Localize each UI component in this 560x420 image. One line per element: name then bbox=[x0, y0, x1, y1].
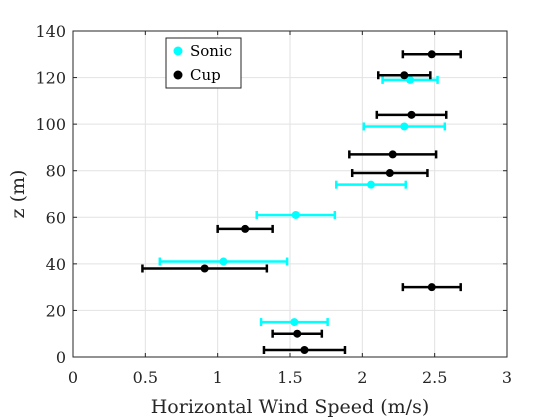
data-point bbox=[406, 75, 415, 84]
legend-label-sonic: Sonic bbox=[190, 42, 232, 60]
x-axis-label: Horizontal Wind Speed (m/s) bbox=[151, 396, 430, 418]
y-tick-label: 20 bbox=[46, 301, 66, 320]
data-point bbox=[400, 71, 409, 80]
y-tick-label: 80 bbox=[46, 162, 66, 181]
data-series bbox=[141, 50, 462, 355]
data-point bbox=[293, 329, 302, 338]
y-tick-label: 0 bbox=[56, 348, 66, 367]
data-point bbox=[385, 169, 394, 178]
x-tick-label: 0.5 bbox=[133, 368, 158, 387]
x-tick-label: 3 bbox=[502, 368, 512, 387]
ticks: 0 0.5 1 1.5 2 2.5 3 0 20 40 60 80 100 120 140 bbox=[35, 22, 512, 387]
x-tick-label: 1 bbox=[213, 368, 223, 387]
legend: Sonic Cup bbox=[165, 37, 242, 89]
series-cup bbox=[141, 50, 462, 355]
data-point bbox=[290, 318, 299, 327]
legend-box bbox=[165, 37, 242, 89]
grid-lines bbox=[72, 30, 508, 358]
data-point bbox=[427, 283, 436, 292]
y-tick-label: 140 bbox=[35, 22, 66, 41]
data-point bbox=[300, 346, 309, 355]
x-tick-label: 2 bbox=[357, 368, 367, 387]
data-point bbox=[291, 210, 300, 219]
data-point bbox=[407, 110, 416, 119]
data-point bbox=[367, 180, 376, 189]
legend-marker-sonic bbox=[173, 46, 183, 56]
data-point bbox=[388, 150, 397, 159]
data-point bbox=[427, 50, 436, 59]
y-axis-label: z (m) bbox=[7, 170, 29, 219]
legend-label-cup: Cup bbox=[190, 66, 221, 84]
y-tick-label: 100 bbox=[35, 115, 66, 134]
x-tick-label: 2.5 bbox=[422, 368, 447, 387]
x-tick-label: 0 bbox=[68, 368, 78, 387]
series-sonic bbox=[158, 75, 447, 327]
data-point bbox=[219, 257, 228, 266]
y-tick-label: 120 bbox=[35, 69, 66, 88]
y-tick-label: 40 bbox=[46, 255, 66, 274]
y-tick-label: 60 bbox=[46, 208, 66, 227]
data-point bbox=[200, 264, 209, 273]
x-tick-label: 1.5 bbox=[277, 368, 302, 387]
data-point bbox=[400, 122, 409, 131]
data-point bbox=[241, 224, 250, 233]
legend-marker-cup bbox=[173, 70, 183, 80]
